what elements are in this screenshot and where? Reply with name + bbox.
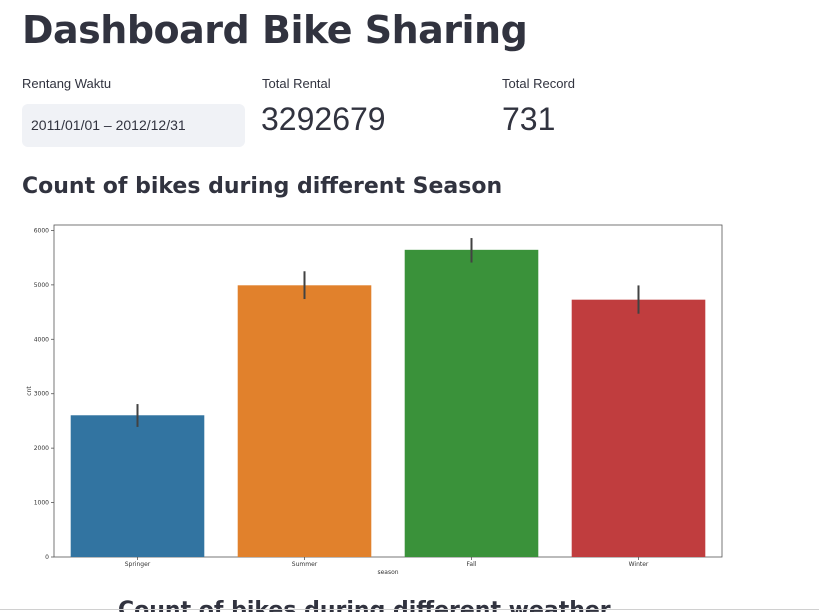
x-tick-label: Fall [467, 561, 477, 568]
y-tick-label: 2000 [34, 445, 49, 452]
page-title: Dashboard Bike Sharing [22, 8, 528, 52]
x-axis: Springer Summer Fall Winter [125, 557, 649, 568]
bar-summer [237, 285, 372, 557]
bar-winter [571, 299, 706, 557]
y-tick-label: 4000 [34, 336, 49, 343]
section-title: Count of bikes during different Season [22, 174, 503, 199]
date-range-input[interactable]: 2011/01/01 – 2012/12/31 [22, 104, 245, 147]
bar-fall [404, 249, 539, 557]
x-tick-label: Springer [125, 561, 151, 568]
bar-springer [70, 415, 205, 557]
y-tick-label: 1000 [34, 500, 49, 507]
y-axis-label: cnt [26, 386, 33, 396]
y-axis: 0 1000 2000 3000 4000 5000 6000 [34, 227, 54, 561]
total-record-label: Total Record [502, 76, 575, 91]
date-range-label: Rentang Waktu [22, 76, 112, 91]
total-rental-label: Total Rental [262, 76, 331, 91]
y-tick-label: 0 [45, 554, 49, 561]
divider [0, 609, 819, 610]
bars [70, 238, 706, 557]
next-section-title: Count of bikes during different weather [118, 598, 611, 612]
plot-frame [53, 224, 723, 558]
x-tick-label: Summer [292, 561, 318, 568]
y-tick-label: 6000 [34, 227, 49, 234]
total-record-value: 731 [502, 101, 556, 137]
total-rental-value: 3292679 [261, 101, 386, 137]
y-tick-label: 5000 [34, 282, 49, 289]
y-tick-label: 3000 [34, 391, 49, 398]
x-tick-label: Winter [629, 561, 649, 568]
x-axis-label: season [377, 569, 398, 576]
